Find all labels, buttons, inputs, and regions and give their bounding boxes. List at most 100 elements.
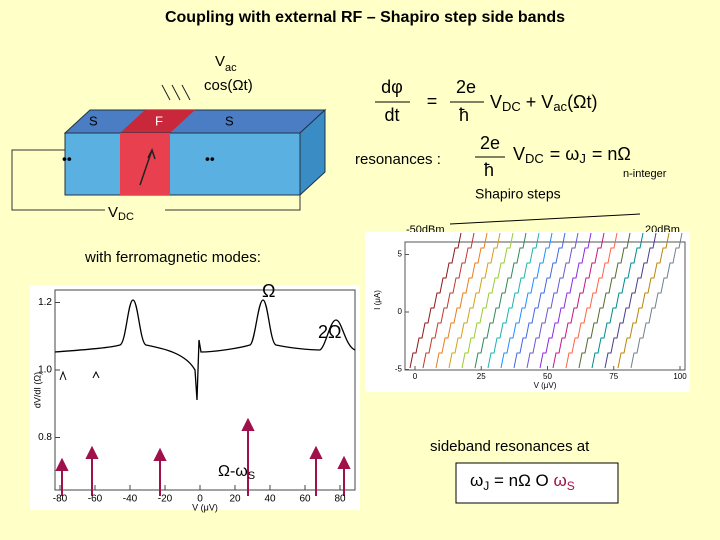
iv-curve — [591, 232, 644, 369]
sideband-heading: sideband resonances at — [430, 438, 590, 455]
iv-curve — [487, 232, 540, 369]
t: (Ωt) — [567, 92, 597, 112]
sub: S — [567, 479, 575, 493]
t: ω — [470, 471, 483, 490]
iv-curve — [617, 232, 670, 369]
v: V — [513, 144, 525, 164]
sideband-box — [455, 462, 619, 504]
sub: J — [579, 151, 586, 166]
iv-curve — [604, 232, 657, 369]
iv-curve — [474, 232, 527, 369]
iv-curve — [630, 232, 683, 369]
eq-part: 2e — [456, 77, 476, 97]
layer-label: S — [225, 113, 234, 128]
eq-part: VDC = ωJ = nΩ — [513, 144, 631, 167]
spin-dots: •• — [205, 151, 215, 167]
sub: J — [483, 479, 489, 493]
label-bg — [105, 204, 165, 222]
resonance: resonances : 2e ħ VDC = ωJ = nΩ n-integer — [355, 133, 667, 180]
x-tick-label: 0 — [413, 372, 418, 381]
t: = nΩ O — [489, 471, 553, 490]
y-tick-label: 1.0 — [38, 365, 52, 376]
power-arrow — [449, 213, 641, 225]
sub: S — [248, 470, 255, 482]
iv-curve — [513, 232, 566, 369]
x-tick-label: -20 — [158, 494, 173, 505]
x-axis-label: V (μV) — [192, 502, 218, 512]
y-tick-label: 1.2 — [38, 297, 52, 308]
rf-waves — [161, 84, 191, 101]
peak-label: Ω — [262, 281, 275, 301]
x-tick-label: 40 — [264, 494, 276, 505]
moment-arrow — [139, 148, 156, 186]
layer-label: F — [155, 113, 163, 128]
source-label: Vac — [215, 53, 237, 74]
sub: ac — [225, 62, 237, 74]
side-label: Ω-ωS — [218, 463, 255, 482]
iv-curve — [565, 232, 618, 369]
y-tick-label: 5 — [398, 250, 403, 259]
sub: DC — [525, 151, 544, 166]
x-tick-label: -80 — [53, 494, 68, 505]
eq-part: VDC + Vac(Ωt) — [490, 92, 598, 115]
sideband-arrows — [55, 417, 351, 496]
x-tick-label: 0 — [197, 494, 203, 505]
sub: ac — [553, 99, 567, 114]
y-axis-label: I (μA) — [373, 290, 382, 310]
equation: dφ dt = 2e ħ VDC + Vac(Ωt) — [375, 77, 598, 125]
top-face — [63, 109, 327, 134]
iv-curve — [461, 232, 514, 369]
v: V — [108, 204, 118, 221]
side-face — [299, 108, 326, 197]
x-tick-label: 100 — [673, 372, 687, 381]
y-tick-label: 0.8 — [38, 432, 52, 443]
plot-frame — [54, 289, 356, 491]
eq-part: dφ — [381, 77, 403, 97]
y-tick-label: -5 — [395, 365, 403, 374]
sub: DC — [502, 99, 521, 114]
eq-part: 2e — [480, 133, 500, 153]
iv-curve — [526, 232, 579, 369]
spin-dots: •• — [62, 151, 72, 167]
note: n-integer — [623, 168, 667, 180]
x-tick-label: 75 — [609, 372, 618, 381]
t: Ω-ω — [218, 463, 248, 480]
ferro-plot: Ω 2Ω Ω-ωS -80 -60 -40 -20 0 20 40 60 80 0.8 1.0 1.2… — [30, 281, 360, 512]
x-tick-label: 25 — [477, 372, 486, 381]
x-tick-label: -40 — [123, 494, 138, 505]
plot-bg — [30, 285, 360, 510]
iv-curve — [409, 232, 462, 369]
dvdi-curve — [54, 299, 356, 401]
iv-curve — [422, 232, 475, 369]
front-face — [64, 132, 301, 196]
junction: •• •• S F S Vac cos(Ωt) VDC — [11, 53, 327, 223]
sideband-eq: ωJ = nΩ O ωS — [470, 471, 575, 493]
sub: DC — [118, 211, 134, 223]
iv-curve — [539, 232, 592, 369]
ferro-heading: with ferromagnetic modes: — [84, 249, 261, 266]
x-tick-label: 20 — [229, 494, 241, 505]
x-axis-label: V (μV) — [534, 381, 557, 390]
title: Coupling with external RF – Shapiro step… — [165, 9, 565, 26]
iv-curve — [552, 232, 605, 369]
y-tick-label: 0 — [398, 307, 403, 316]
shapiro-title: Shapiro steps — [475, 186, 561, 202]
wire — [11, 149, 301, 211]
v: V — [490, 92, 502, 112]
t: + V — [526, 92, 554, 112]
bias-label: VDC — [108, 204, 134, 223]
eq-part: dt — [384, 105, 399, 125]
res-label: resonances : — [355, 151, 441, 168]
x-tick-label: 50 — [543, 372, 552, 381]
t: = nΩ — [592, 144, 631, 164]
source-phase: cos(Ωt) — [204, 77, 253, 94]
iv-curve — [578, 232, 631, 369]
y-axis-label: dV/dI (Ω) — [32, 372, 42, 408]
t: ω — [554, 471, 567, 490]
eq-part: ħ — [484, 160, 494, 180]
f-top — [120, 110, 195, 133]
v: V — [215, 53, 225, 70]
iv-curve — [448, 232, 501, 369]
eq-part: ħ — [459, 105, 469, 125]
